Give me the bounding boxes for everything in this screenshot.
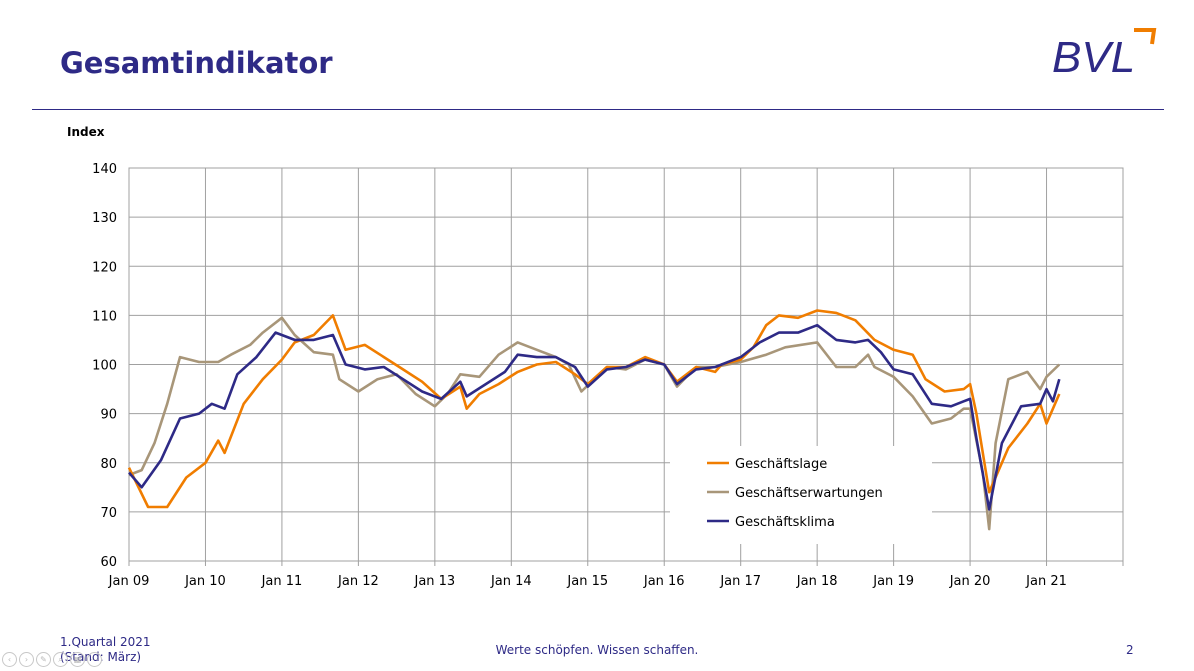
series-line-3 xyxy=(128,323,1061,511)
x-tick-label: Jan 20 xyxy=(949,574,991,589)
footer-quarter-line1: 1.Quartal 2021 xyxy=(60,635,151,649)
logo-text: BVL xyxy=(1052,33,1135,80)
legend-label: Geschäftslage xyxy=(735,457,827,472)
x-tick-label: Jan 19 xyxy=(872,574,914,589)
y-tick-label: 70 xyxy=(100,506,117,521)
y-tick-label: 110 xyxy=(92,309,117,324)
y-tick-label: 90 xyxy=(100,408,117,423)
slide-title: Gesamtindikator xyxy=(60,46,333,80)
y-tick-label: 130 xyxy=(92,211,117,226)
logo-accent-mark xyxy=(1134,28,1157,45)
more-icon[interactable]: ⋯ xyxy=(87,652,102,667)
header-divider xyxy=(32,109,1164,110)
x-tick-label: Jan 18 xyxy=(796,574,838,589)
series-lines xyxy=(127,309,1061,531)
grid-icon[interactable]: ▦ xyxy=(70,652,85,667)
y-axis-label: Index xyxy=(67,125,105,139)
y-tick-label: 120 xyxy=(92,260,117,275)
y-tick-label: 100 xyxy=(92,359,117,374)
pen-icon[interactable]: ✎ xyxy=(36,652,51,667)
legend-label: Geschäftsklima xyxy=(735,515,835,530)
page-number: 2 xyxy=(1126,643,1134,657)
x-tick-label: Jan 17 xyxy=(719,574,761,589)
next-slide-icon[interactable]: › xyxy=(19,652,34,667)
y-tick-label: 140 xyxy=(92,162,117,177)
x-axis-ticks: Jan 09 Jan 10 Jan 11 Jan 12 Jan 13 Jan 14 Jan … xyxy=(108,574,1067,589)
legend-label: Geschäftserwartungen xyxy=(735,486,883,501)
prev-slide-icon[interactable]: ‹ xyxy=(2,652,17,667)
y-tick-label: 80 xyxy=(100,457,117,472)
x-tick-label: Jan 11 xyxy=(261,574,303,589)
chart-legend: Geschäftslage Geschäftserwartungen Geschäf… xyxy=(670,446,932,544)
x-tick-label: Jan 12 xyxy=(337,574,379,589)
x-tick-label: Jan 16 xyxy=(643,574,685,589)
x-tick-label: Jan 10 xyxy=(184,574,226,589)
x-tick-label: Jan 09 xyxy=(108,574,150,589)
slide-nav-controls[interactable]: ‹ › ✎ ⌕ ▦ ⋯ xyxy=(2,652,102,667)
search-icon[interactable]: ⌕ xyxy=(53,652,68,667)
x-tick-label: Jan 13 xyxy=(413,574,455,589)
y-axis-ticks: 60 70 80 90 100 110 120 130 140 xyxy=(92,162,117,570)
y-tick-label: 60 xyxy=(100,555,117,570)
bvl-logo: BVL xyxy=(1052,28,1157,80)
x-tick-label: Jan 14 xyxy=(490,574,532,589)
x-tick-label: Jan 21 xyxy=(1025,574,1067,589)
x-tick-label: Jan 15 xyxy=(566,574,608,589)
footer-slogan: Werte schöpfen. Wissen schaffen. xyxy=(495,643,699,657)
